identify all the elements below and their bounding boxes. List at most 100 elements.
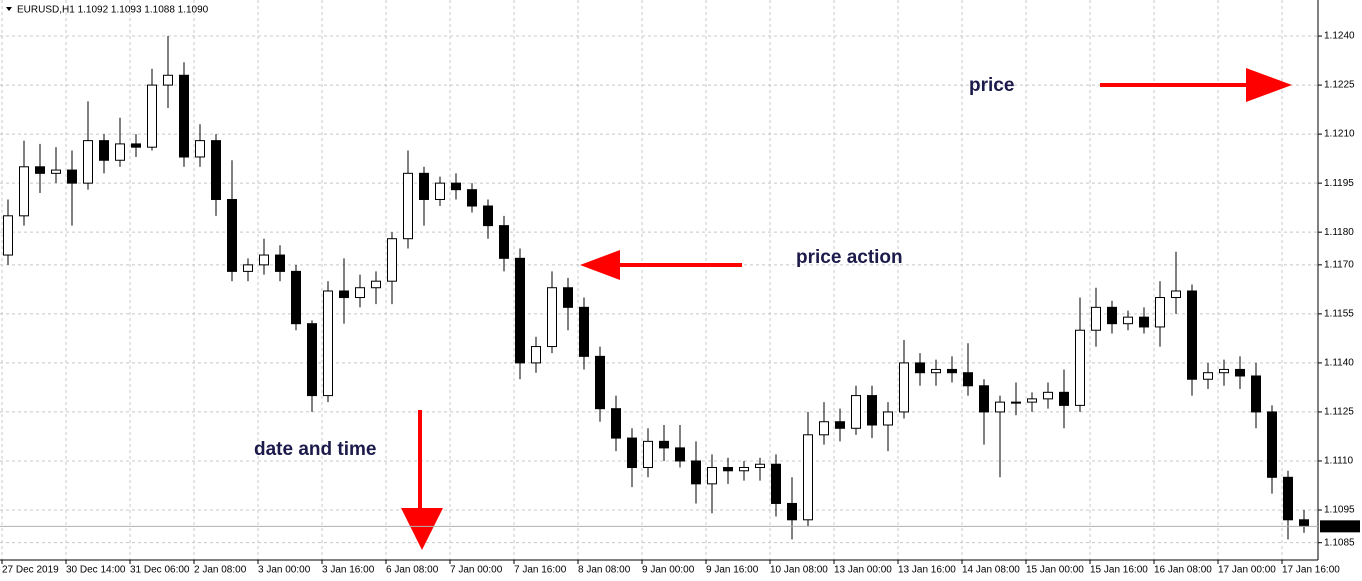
candle-body: [3, 215, 13, 256]
candle-body: [755, 463, 765, 468]
candle-body: [179, 74, 189, 158]
candle-body: [323, 290, 333, 397]
candle-body: [531, 346, 541, 364]
candle-body: [259, 254, 269, 266]
candle-body: [467, 189, 477, 207]
candle-body: [515, 257, 525, 364]
candle-body: [563, 287, 573, 308]
candle-body: [307, 323, 317, 397]
candle-body: [979, 385, 989, 413]
x-tick-label: 2 Jan 08:00: [194, 565, 247, 576]
candle-body: [691, 460, 701, 485]
candle-body: [995, 401, 1005, 413]
candle-body: [403, 172, 413, 240]
candle-body: [1283, 476, 1293, 521]
x-tick-label: 9 Jan 16:00: [706, 565, 759, 576]
candle-body: [243, 264, 253, 272]
header-marker: [6, 7, 12, 11]
y-tick-label: 1.1195: [1324, 178, 1354, 189]
y-tick-label: 1.1110: [1324, 456, 1354, 467]
x-tick-label: 7 Jan 00:00: [450, 565, 503, 576]
candle-body: [131, 143, 141, 148]
candle-body: [963, 372, 973, 387]
candle-body: [659, 440, 669, 449]
arrow-head: [1246, 68, 1292, 102]
candle-body: [51, 169, 61, 174]
y-tick-label: 1.1155: [1324, 309, 1354, 320]
candle-body: [675, 447, 685, 462]
x-tick-label: 10 Jan 08:00: [770, 565, 828, 576]
candle-body: [819, 421, 829, 436]
candle-body: [19, 166, 29, 217]
y-tick-label: 1.1240: [1324, 31, 1355, 42]
candle-body: [1187, 290, 1197, 380]
candle-body: [899, 362, 909, 413]
y-tick-label: 1.1095: [1324, 505, 1355, 516]
x-tick-label: 6 Jan 08:00: [386, 565, 439, 576]
candle-body: [1219, 368, 1229, 374]
x-tick-label: 13 Jan 16:00: [898, 565, 956, 576]
candle-body: [339, 290, 349, 299]
candle-body: [499, 225, 509, 259]
candle-body: [211, 140, 221, 200]
arrow-head: [580, 250, 620, 280]
arrow-head: [401, 508, 443, 550]
y-tick-label: 1.1085: [1324, 537, 1355, 548]
candle-body: [947, 368, 957, 374]
candle-body: [643, 440, 653, 469]
candle-body: [547, 287, 557, 348]
candle-body: [275, 254, 285, 272]
candle-body: [867, 395, 877, 426]
x-tick-label: 27 Dec 2019: [2, 565, 59, 576]
candle-body: [371, 280, 381, 289]
annotation: price action: [796, 247, 903, 268]
candle-body: [1027, 398, 1037, 403]
candle-body: [1011, 401, 1021, 404]
candle-body: [1139, 316, 1149, 328]
candle-body: [1299, 519, 1309, 527]
candle-body: [611, 408, 621, 439]
candle-body: [419, 172, 429, 200]
candle-body: [83, 140, 93, 184]
x-tick-label: 13 Jan 00:00: [834, 565, 892, 576]
candle-body: [1235, 368, 1245, 377]
candle-body: [483, 205, 493, 227]
candle-body: [147, 84, 157, 148]
candle-body: [723, 467, 733, 472]
candle-body: [1155, 297, 1165, 328]
bid-label-box: [1320, 520, 1360, 533]
candle-body: [387, 238, 397, 282]
x-tick-label: 9 Jan 00:00: [642, 565, 695, 576]
candle-body: [35, 166, 45, 174]
candle-body: [1171, 290, 1181, 299]
x-tick-label: 15 Jan 16:00: [1090, 565, 1148, 576]
x-tick-label: 30 Dec 14:00: [66, 565, 126, 576]
candle-body: [67, 169, 77, 184]
candle-body: [803, 434, 813, 521]
x-tick-label: 17 Jan 16:00: [1282, 565, 1340, 576]
y-tick-label: 1.1140: [1324, 358, 1354, 369]
candle-body: [1107, 306, 1117, 325]
candle-body: [451, 182, 461, 191]
candle-body: [435, 182, 445, 200]
x-tick-label: 8 Jan 08:00: [578, 565, 631, 576]
x-tick-label: 15 Jan 00:00: [1026, 565, 1084, 576]
candle-body: [227, 198, 237, 272]
candle-body: [915, 362, 925, 374]
candle-body: [1043, 391, 1053, 400]
candle-body: [195, 140, 205, 158]
candle-body: [291, 270, 301, 325]
y-tick-label: 1.1125: [1324, 407, 1354, 418]
candle-body: [355, 287, 365, 299]
candle-body: [579, 306, 589, 357]
candle-body: [1075, 329, 1085, 406]
candle-body: [931, 368, 941, 374]
candle-body: [1091, 306, 1101, 331]
candle-body: [851, 395, 861, 429]
x-tick-label: 14 Jan 08:00: [962, 565, 1020, 576]
bid-label: 1.1090: [1324, 521, 1355, 532]
x-tick-label: 17 Jan 00:00: [1218, 565, 1276, 576]
candle-body: [163, 74, 173, 86]
